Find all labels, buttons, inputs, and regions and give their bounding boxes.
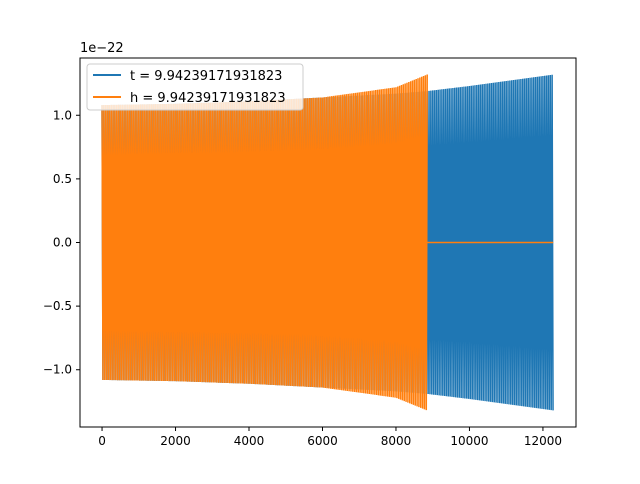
series-line-1 bbox=[101, 74, 428, 411]
plot-area bbox=[101, 74, 554, 411]
y-scale-label: 1e−22 bbox=[80, 41, 124, 56]
legend-box bbox=[86, 63, 304, 111]
y-tick-label: −0.5 bbox=[43, 299, 72, 313]
y-tick-label: −1.0 bbox=[43, 363, 72, 377]
x-tick-label: 10000 bbox=[450, 434, 488, 448]
y-tick-label: 1.0 bbox=[53, 108, 72, 122]
y-tick-label: 0.0 bbox=[53, 236, 72, 250]
x-tick-label: 2000 bbox=[160, 434, 191, 448]
x-tick-label: 0 bbox=[98, 434, 106, 448]
legend-label-t: t = 9.94239171931823 bbox=[130, 69, 282, 84]
y-tick-label: 0.5 bbox=[53, 172, 72, 186]
x-tick-label: 4000 bbox=[234, 434, 265, 448]
series-1 bbox=[101, 74, 554, 411]
legend: t = 9.94239171931823 h = 9.9423917193182… bbox=[86, 63, 304, 111]
axis-ticks: 0 2000 4000 6000 8000 10000 12000 −1.0 −0.5 0.0 0.… bbox=[43, 108, 562, 448]
x-tick-label: 6000 bbox=[307, 434, 338, 448]
legend-label-h: h = 9.94239171931823 bbox=[130, 91, 286, 106]
x-tick-label: 12000 bbox=[524, 434, 562, 448]
x-tick-label: 8000 bbox=[381, 434, 412, 448]
